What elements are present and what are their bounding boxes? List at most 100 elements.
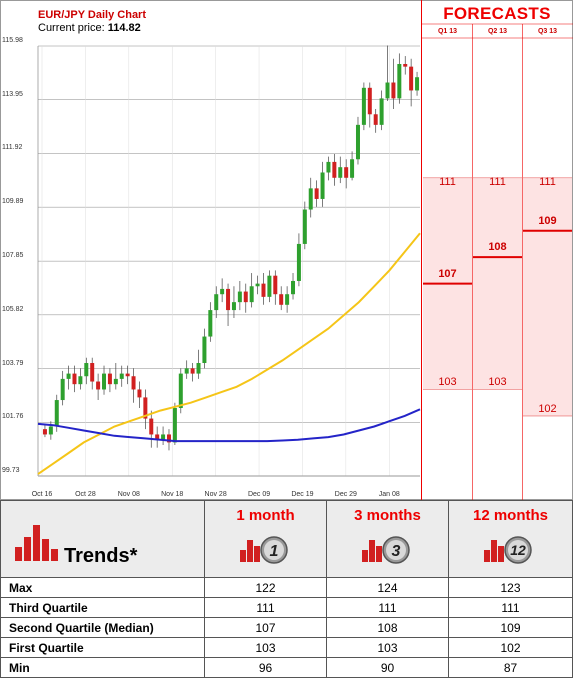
candle-body [249, 286, 254, 303]
price-chart [0, 0, 573, 500]
candle-body [125, 373, 130, 377]
x-tick-label: Nov 18 [161, 491, 184, 498]
table-row: First Quartile 103 103 102 [0, 637, 573, 658]
candle-body [48, 426, 53, 435]
candle-body [361, 87, 366, 125]
trends-header-row: Trends* 1 month 1 3 months 3 12 months [0, 500, 573, 578]
moving-average-blue [37, 408, 421, 443]
candle-body [196, 363, 201, 374]
cell-value: 102 [447, 637, 573, 658]
candle-body [155, 434, 160, 440]
cell-value: 124 [326, 577, 449, 598]
period-label: 1 month [236, 507, 295, 524]
candle-body [409, 66, 414, 91]
current-price: Current price: 114.82 [38, 22, 141, 34]
x-tick-label: Dec 09 [247, 491, 271, 498]
period-header-1m: 1 month 1 [204, 500, 327, 578]
candle-body [403, 63, 408, 67]
candle-body [332, 161, 337, 178]
forecast-range-box [473, 177, 522, 390]
candle-body [291, 280, 296, 295]
cell-value: 122 [204, 577, 327, 598]
cell-value: 109 [447, 617, 573, 638]
table-row: Max 122 124 123 [0, 577, 573, 598]
quarter-label-q3: Q3 13 [537, 28, 558, 35]
candle-body [119, 373, 124, 379]
forecast-top-value: 111 [439, 175, 456, 188]
row-label: First Quartile [0, 637, 206, 658]
candle-body [54, 400, 59, 427]
cell-value: 111 [447, 597, 573, 618]
period-badge: 3 [392, 543, 401, 560]
candle-body [102, 373, 107, 390]
period-badge: 12 [510, 542, 526, 558]
table-row: Second Quartile (Median) 107 108 109 [0, 617, 573, 638]
y-tick-label: 101.76 [2, 413, 24, 421]
trends-label: Trends* [64, 545, 138, 567]
candle-body [326, 161, 331, 173]
candle-body [178, 373, 183, 408]
candle-body [355, 124, 360, 160]
quarter-label-q2: Q2 13 [487, 28, 508, 35]
candle-body [172, 407, 177, 443]
candle-body [267, 275, 272, 297]
candle-body [84, 363, 89, 377]
forecasts-title: FORECASTS [443, 4, 551, 23]
forecast-top-value: 111 [489, 175, 506, 188]
chart-title: EUR/JPY Daily Chart [38, 9, 147, 21]
candle-body [161, 434, 166, 440]
x-tick-label: Oct 16 [31, 491, 53, 498]
cell-value: 87 [447, 657, 573, 678]
current-price-value: 114.82 [107, 22, 141, 34]
candle-body [226, 288, 231, 311]
candle-body [273, 275, 278, 295]
cell-value: 90 [326, 657, 449, 678]
cell-value: 107 [204, 617, 327, 638]
candle-body [90, 363, 95, 382]
candle-body [367, 87, 372, 115]
candle-body [314, 188, 319, 199]
candle-body [202, 336, 207, 364]
y-tick-label: 105.82 [2, 305, 24, 313]
forecast-mid-value: 108 [488, 241, 507, 254]
period-3m-icon: 3 [362, 536, 410, 564]
row-label: Third Quartile [0, 597, 206, 618]
candle-body [308, 188, 313, 210]
candle-body [208, 310, 213, 337]
candle-body [397, 63, 402, 99]
cell-value: 96 [204, 657, 327, 678]
period-label: 12 months [472, 507, 548, 524]
row-label: Min [0, 657, 206, 678]
forecast-top-value: 111 [539, 175, 556, 188]
y-tick-label: 103.79 [2, 359, 24, 367]
current-price-label: Current price: [38, 22, 105, 34]
x-tick-label: Jan 08 [378, 491, 400, 498]
candle-body [296, 243, 301, 281]
candle-body [391, 82, 396, 99]
y-tick-label: 113.95 [2, 90, 23, 98]
candle-body [96, 381, 101, 390]
candle-body [131, 376, 136, 390]
candle-body [190, 368, 195, 374]
candle-body [350, 159, 355, 178]
candle-body [42, 429, 47, 435]
y-tick-label: 99.73 [2, 467, 20, 474]
candle-body [320, 172, 325, 199]
trends-table: Trends* 1 month 1 3 months 3 12 months [0, 500, 573, 678]
y-tick-label: 107.85 [2, 252, 24, 260]
candle-body [261, 283, 266, 297]
candle-body [344, 167, 349, 178]
table-row: Third Quartile 111 111 111 [0, 597, 573, 618]
candle-body [66, 373, 71, 379]
y-tick-label: 109.89 [2, 198, 24, 206]
candle-body [220, 288, 225, 295]
candle-body [72, 373, 77, 385]
candle-body [379, 98, 384, 125]
candle-body [237, 291, 242, 303]
forecast-range-box [523, 177, 572, 416]
candle-body [231, 302, 236, 311]
candle-body [285, 294, 290, 305]
moving-average-yellow [37, 232, 421, 475]
y-tick-label: 115.98 [2, 37, 23, 44]
candle-body [302, 209, 307, 244]
